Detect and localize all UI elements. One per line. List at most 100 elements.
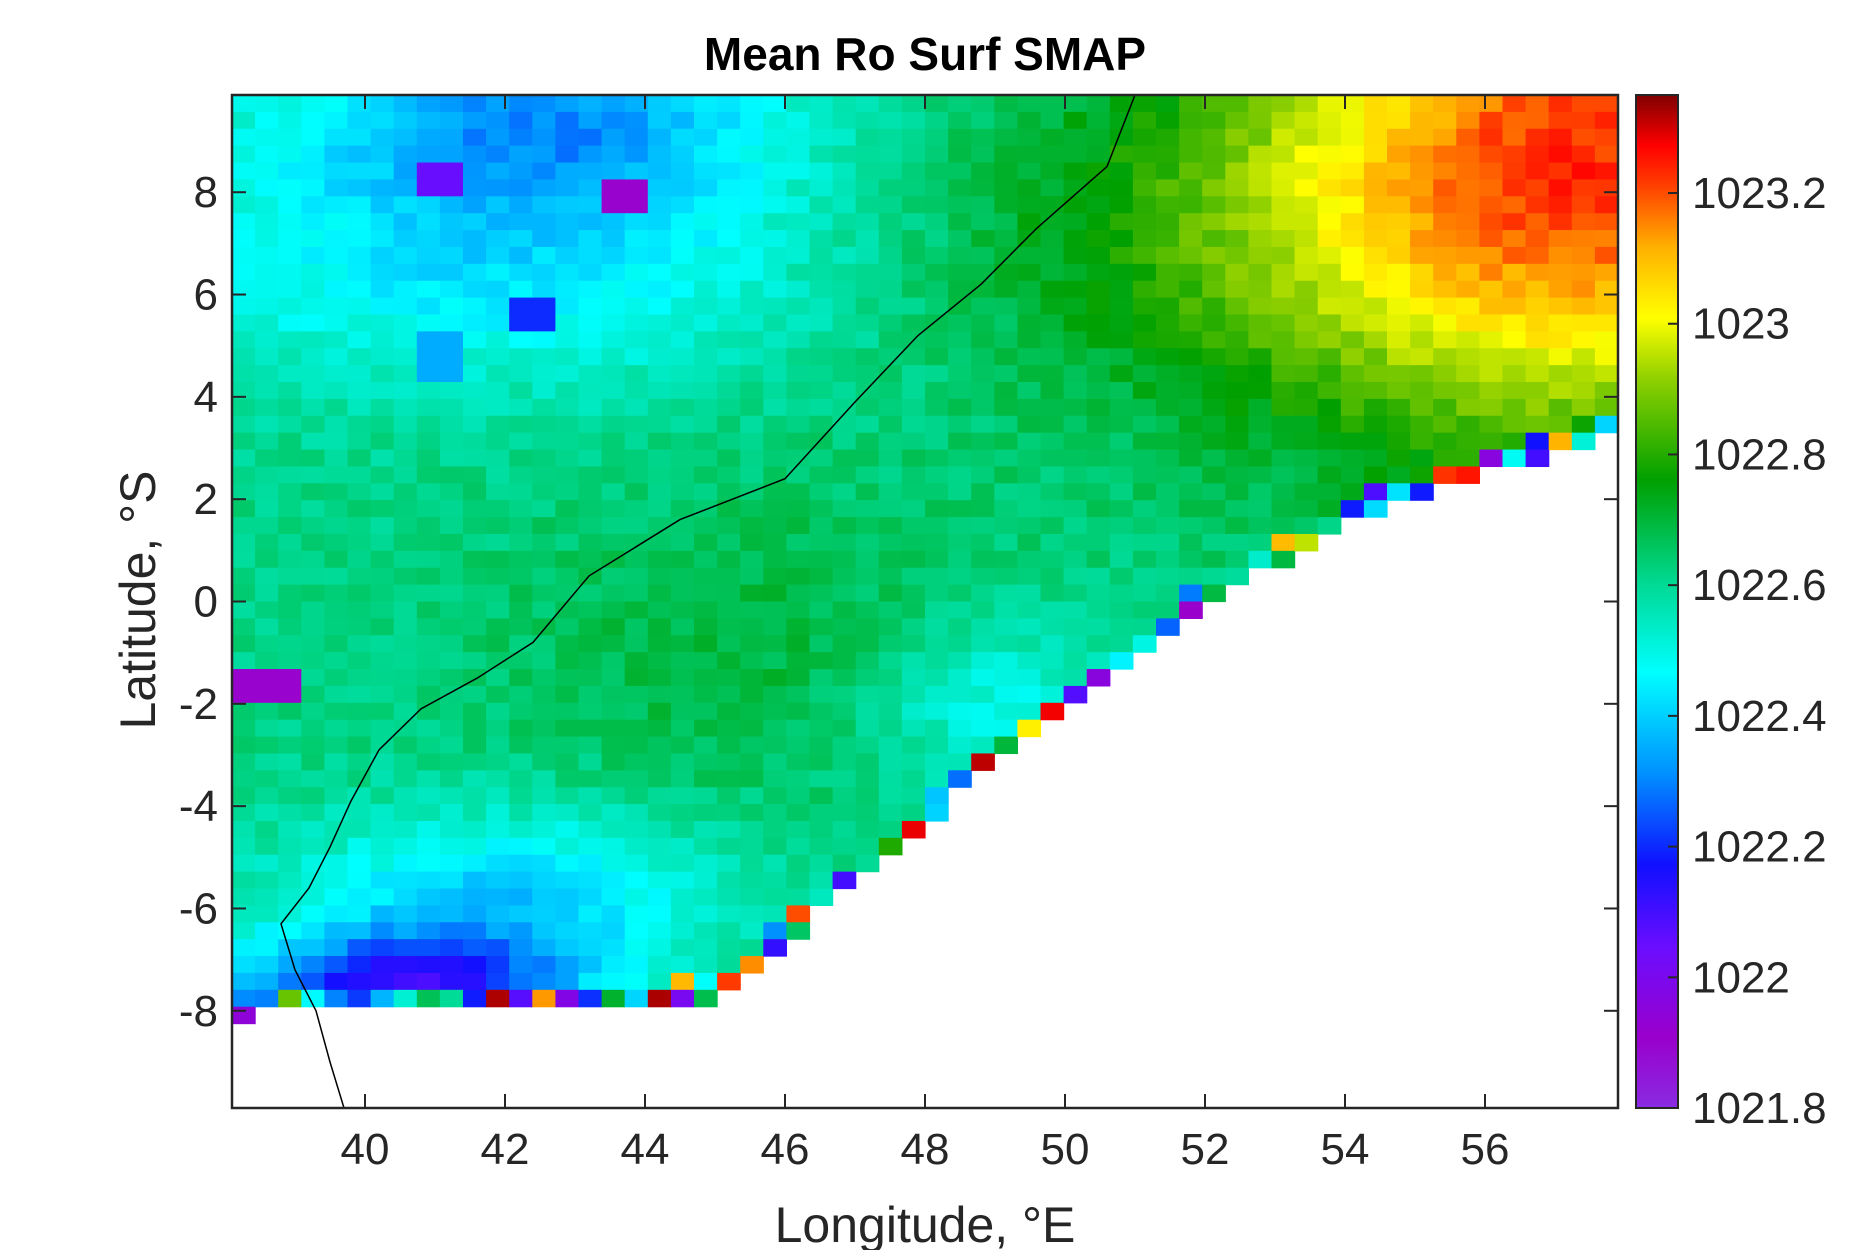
heatmap-cell (1225, 111, 1249, 130)
heatmap-cell (1156, 550, 1180, 569)
heatmap-cell (878, 517, 903, 535)
heatmap-cell (1225, 517, 1249, 535)
heatmap-cell (994, 449, 1018, 468)
heatmap-cell (786, 331, 811, 349)
heatmap-cell (324, 331, 349, 349)
heatmap-cell (532, 939, 556, 957)
heatmap-cell (878, 111, 903, 130)
heatmap-cell (994, 432, 1018, 451)
heatmap-cell (786, 719, 811, 738)
heatmap-cell (578, 162, 603, 181)
heatmap-cell (1456, 162, 1480, 181)
heatmap-cell (670, 702, 695, 721)
heatmap-cell (647, 685, 672, 704)
heatmap-cell (1202, 331, 1226, 349)
heatmap-cell (1179, 584, 1203, 603)
heatmap-cell (647, 854, 672, 873)
heatmap-cell (532, 145, 556, 164)
heatmap-cell (232, 382, 256, 400)
heatmap-cell (1433, 314, 1457, 332)
heatmap-cell (439, 770, 464, 788)
heatmap-cell (971, 230, 995, 248)
heatmap-cell (1132, 584, 1157, 603)
heatmap-cell (694, 550, 718, 569)
heatmap-cell (486, 550, 510, 569)
heatmap-cell (232, 331, 256, 349)
heatmap-cell (809, 702, 834, 721)
heatmap-cell (647, 618, 672, 636)
heatmap-cell (971, 500, 995, 518)
heatmap-cell (948, 128, 972, 147)
heatmap-cell (1202, 415, 1226, 434)
heatmap-cell (647, 348, 672, 366)
heatmap-cell (670, 145, 695, 164)
heatmap-cell (347, 618, 372, 636)
heatmap-cell (532, 820, 556, 839)
heatmap-cell (740, 736, 764, 755)
heatmap-cell (232, 584, 256, 603)
heatmap-cell (948, 736, 972, 755)
heatmap-cell (486, 533, 510, 552)
heatmap-cell (925, 669, 949, 687)
heatmap-cell (901, 736, 926, 755)
heatmap-cell (624, 382, 649, 400)
heatmap-cell (971, 111, 995, 130)
heatmap-cell (486, 382, 510, 400)
heatmap-cell (1433, 230, 1457, 248)
heatmap-cell (1248, 128, 1273, 147)
heatmap-cell (486, 162, 510, 181)
heatmap-cell (555, 736, 580, 755)
heatmap-cell (393, 719, 418, 738)
heatmap-cell (509, 939, 533, 957)
heatmap-cell (740, 820, 764, 839)
heatmap-cell (740, 854, 764, 873)
heatmap-cell (601, 888, 626, 906)
heatmap-cell (278, 398, 302, 417)
heatmap-cell (763, 246, 787, 265)
heatmap-cell (948, 348, 972, 366)
heatmap-cell (324, 939, 349, 957)
heatmap-cell (786, 314, 811, 332)
heatmap-cell (232, 500, 256, 518)
heatmap-cell (1387, 449, 1411, 468)
heatmap-cell (878, 196, 903, 214)
heatmap-cell (1594, 196, 1618, 214)
heatmap-cell (255, 956, 279, 974)
heatmap-cell (878, 837, 903, 856)
heatmap-cell (1017, 280, 1042, 299)
heatmap-cell (624, 449, 649, 468)
heatmap-cell (763, 567, 787, 586)
heatmap-cell (694, 905, 718, 923)
heatmap-cell (901, 213, 926, 231)
heatmap-cell (809, 500, 834, 518)
heatmap-cell (624, 314, 649, 332)
heatmap-cell (601, 618, 626, 636)
heatmap-cell (439, 500, 464, 518)
heatmap-cell (694, 517, 718, 535)
heatmap-cell (1132, 550, 1157, 569)
heatmap-cell (555, 702, 580, 721)
heatmap-cell (416, 820, 441, 839)
heatmap-cell (1132, 432, 1157, 451)
heatmap-cell (347, 466, 372, 484)
heatmap-cell (509, 854, 533, 873)
heatmap-cell (1248, 432, 1273, 451)
heatmap-cell (1433, 466, 1457, 484)
heatmap-cell (809, 297, 834, 316)
heatmap-cell (670, 500, 695, 518)
heatmap-cell (832, 466, 857, 484)
heatmap-cell (509, 989, 533, 1008)
heatmap-cell (578, 145, 603, 164)
heatmap-cell (1040, 550, 1065, 569)
heatmap-cell (832, 95, 857, 113)
heatmap-cell (1317, 348, 1342, 366)
heatmap-cell (1502, 449, 1527, 468)
heatmap-cell (786, 804, 811, 822)
heatmap-cell (1202, 382, 1226, 400)
heatmap-cell (439, 382, 464, 400)
heatmap-cell (855, 432, 880, 451)
heatmap-cell (347, 719, 372, 738)
heatmap-cell (901, 500, 926, 518)
heatmap-cell (670, 415, 695, 434)
heatmap-cell (1156, 348, 1180, 366)
